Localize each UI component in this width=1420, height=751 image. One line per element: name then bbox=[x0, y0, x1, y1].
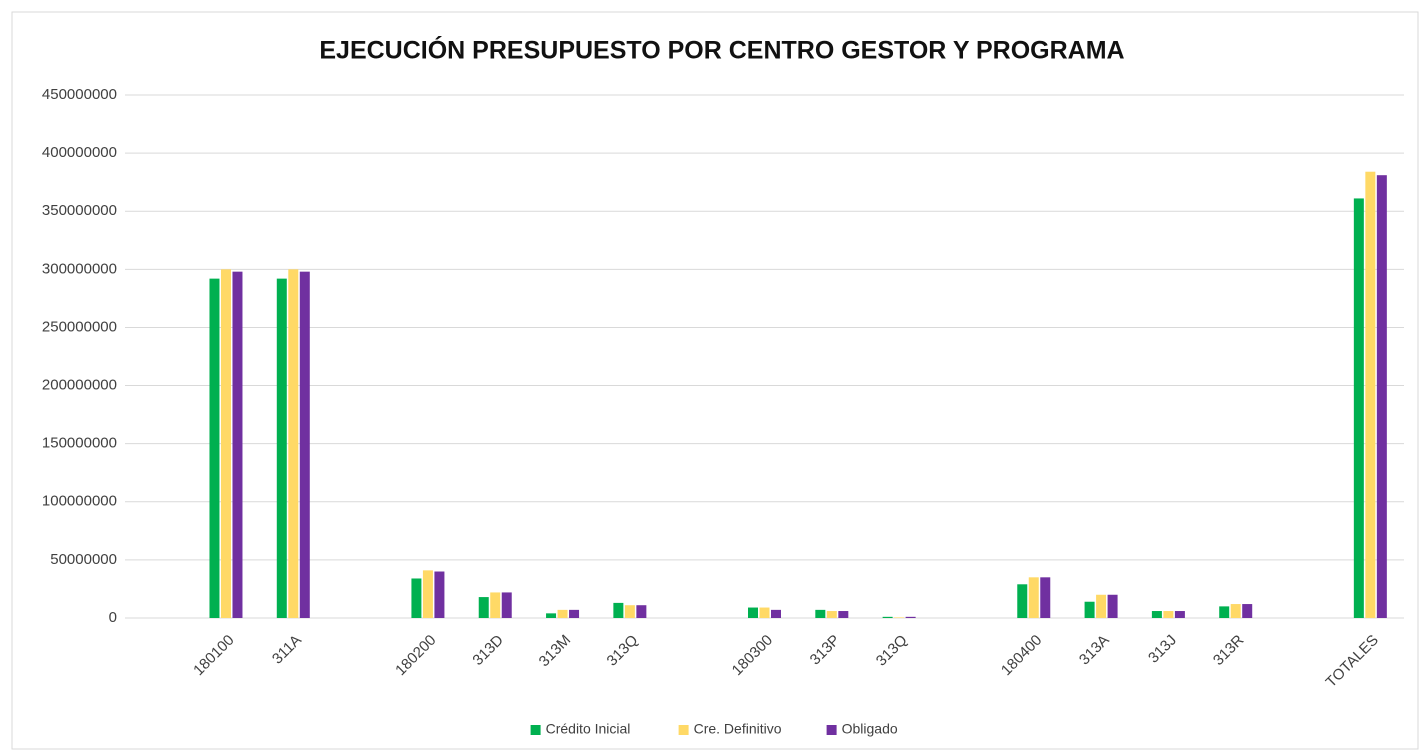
y-tick-label: 250000000 bbox=[42, 318, 117, 335]
legend-label: Cre. Definitivo bbox=[694, 721, 782, 737]
bar bbox=[1163, 611, 1174, 618]
x-tick-label: 313D bbox=[469, 631, 506, 668]
bar bbox=[1017, 584, 1028, 618]
y-tick-label: 400000000 bbox=[42, 144, 117, 161]
bar bbox=[1151, 611, 1162, 618]
bar bbox=[478, 597, 489, 618]
x-tick-label: 180100 bbox=[190, 632, 237, 679]
bar bbox=[1174, 611, 1185, 618]
bar bbox=[1376, 175, 1387, 618]
x-tick-label: 180200 bbox=[392, 632, 439, 679]
bar bbox=[771, 609, 781, 618]
y-tick-label: 0 bbox=[109, 609, 117, 626]
bar bbox=[1040, 577, 1051, 618]
y-tick-label: 450000000 bbox=[42, 86, 117, 103]
y-tick-label: 100000000 bbox=[42, 493, 117, 510]
x-tick-label: TOTALES bbox=[1323, 632, 1382, 691]
bar bbox=[411, 578, 422, 618]
bar bbox=[1028, 577, 1039, 618]
bar bbox=[759, 607, 770, 618]
bar bbox=[1219, 606, 1230, 618]
bar bbox=[220, 269, 231, 618]
y-tick-label: 50000000 bbox=[50, 551, 117, 568]
bar bbox=[905, 616, 916, 618]
x-tick-label: 313Q bbox=[604, 632, 642, 670]
y-tick-label: 300000000 bbox=[42, 260, 117, 277]
bar bbox=[557, 609, 568, 618]
bar bbox=[815, 609, 826, 618]
bar bbox=[748, 607, 758, 618]
x-tick-label: 313R bbox=[1210, 631, 1247, 668]
x-tick-label: 180300 bbox=[729, 632, 776, 679]
chart-frame bbox=[11, 11, 1419, 750]
bar bbox=[546, 613, 557, 618]
bar bbox=[624, 605, 635, 618]
x-tick-label: 313M bbox=[536, 632, 575, 671]
bar bbox=[636, 605, 647, 618]
bar bbox=[894, 617, 905, 618]
bar bbox=[1353, 198, 1364, 618]
bar bbox=[299, 271, 310, 618]
bar bbox=[1365, 171, 1376, 618]
bar bbox=[209, 278, 220, 618]
chart-title: EJECUCIÓN PRESUPUESTO POR CENTRO GESTOR … bbox=[319, 35, 1124, 65]
legend-swatch bbox=[826, 725, 837, 735]
bar bbox=[882, 616, 893, 618]
legend-label: Obligado bbox=[842, 721, 898, 737]
x-tick-label: 313Q bbox=[873, 632, 911, 670]
bar bbox=[232, 271, 243, 618]
bar bbox=[1107, 594, 1118, 618]
bar bbox=[826, 611, 837, 618]
legend-swatch bbox=[678, 725, 689, 735]
bar bbox=[1242, 604, 1253, 618]
bar bbox=[838, 611, 849, 618]
y-tick-label: 350000000 bbox=[42, 202, 117, 219]
legend-label: Crédito Inicial bbox=[546, 721, 631, 737]
bar bbox=[1084, 601, 1095, 618]
x-tick-label: 313J bbox=[1145, 632, 1180, 667]
bar bbox=[569, 609, 580, 618]
y-tick-label: 200000000 bbox=[42, 377, 117, 394]
x-tick-label: 313P bbox=[807, 632, 844, 669]
bar bbox=[276, 278, 287, 618]
bar bbox=[501, 592, 512, 618]
bar bbox=[613, 602, 624, 618]
bar bbox=[288, 269, 299, 618]
y-tick-label: 150000000 bbox=[42, 435, 117, 452]
x-tick-label: 311A bbox=[269, 632, 305, 668]
bar bbox=[490, 592, 501, 618]
bar bbox=[434, 571, 445, 618]
x-tick-label: 313A bbox=[1076, 632, 1113, 669]
legend-swatch bbox=[530, 725, 541, 735]
bar bbox=[422, 570, 433, 618]
x-tick-label: 180400 bbox=[998, 632, 1045, 679]
bar bbox=[1096, 594, 1107, 618]
bar bbox=[1230, 604, 1241, 618]
